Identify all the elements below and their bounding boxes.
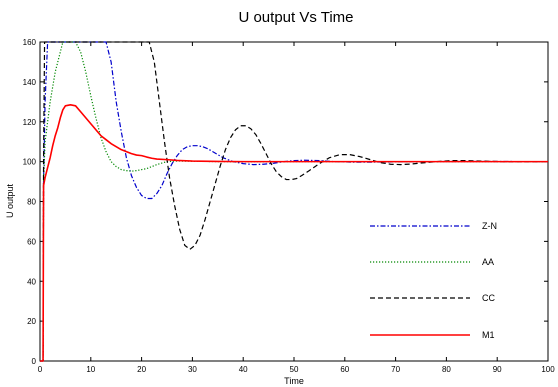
chart-title: U output Vs Time	[238, 9, 353, 26]
x-tick-label: 70	[391, 365, 400, 374]
series-line-m1	[40, 104, 548, 362]
y-tick-label: 60	[27, 237, 36, 246]
y-tick-label: 40	[27, 277, 36, 286]
legend-label: AA	[482, 257, 494, 267]
plot-area: 0 10 20 30 40 50 60 70 80 90 100 0 20 40 60 80 100 120 140…	[23, 38, 556, 374]
y-tick-label: 120	[23, 118, 37, 127]
x-tick-label: 20	[137, 365, 146, 374]
x-tick-label: 0	[38, 365, 43, 374]
series-line-aa	[40, 41, 548, 362]
y-tick-label: 140	[23, 78, 37, 87]
x-tick-label: 100	[541, 365, 555, 374]
series-group	[40, 41, 548, 362]
y-tick-label: 20	[27, 317, 36, 326]
x-tick-label: 30	[188, 365, 197, 374]
plot-frame	[39, 41, 549, 362]
y-tick-label: 100	[23, 158, 37, 167]
legend-label: Z-N	[482, 221, 497, 231]
y-axis-label: U output	[5, 183, 15, 218]
y-tick-label: 0	[32, 357, 37, 366]
x-tick-label: 10	[86, 365, 95, 374]
x-tick-label: 90	[493, 365, 502, 374]
x-axis-label: Time	[284, 376, 304, 386]
x-tick-label: 80	[442, 365, 451, 374]
x-tick-label: 60	[340, 365, 349, 374]
legend-label: M1	[482, 330, 495, 340]
legend-label: CC	[482, 293, 495, 303]
x-tick-label: 40	[239, 365, 248, 374]
y-tick-label: 80	[27, 198, 36, 207]
series-line-cc	[40, 41, 548, 362]
x-tick-label: 50	[290, 365, 299, 374]
y-tick-label: 160	[23, 38, 37, 47]
series-line-z-n	[40, 41, 548, 362]
